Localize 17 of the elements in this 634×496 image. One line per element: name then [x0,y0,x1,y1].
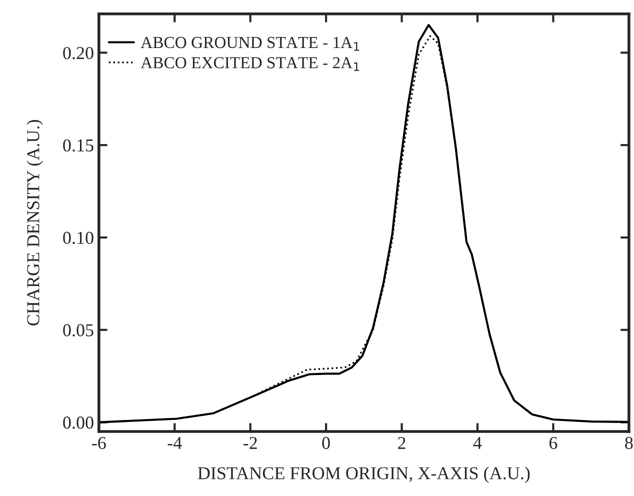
x-tick-label: 0 [322,436,330,450]
x-tick-label: -6 [92,436,106,450]
x-tick-label: -2 [243,436,257,449]
x-tick-label: -4 [168,437,182,449]
y-tick-label: 0.20 [63,46,94,60]
x-axis-title: DISTANCE FROM ORIGIN, X-AXIS (A.U.) [198,466,530,484]
y-axis-title: CHARGE DENSITY (A.U.) [26,120,43,326]
x-tick-label: 4 [473,437,482,449]
y-tick-label: 0.10 [63,232,94,244]
x-tick-label: 8 [625,436,633,450]
y-tick-label: 0.00 [63,416,94,429]
y-tick-label: 0.05 [63,324,94,336]
y-tick-label: 0.15 [63,139,94,152]
x-tick-label: 6 [549,436,558,450]
x-tick-label: 2 [398,436,406,449]
legend-label: ABCO EXCITED STATE - 2A$_{1}$ [140,57,360,71]
legend-label: ABCO GROUND STATE - 1A$_{1}$ [140,36,360,51]
